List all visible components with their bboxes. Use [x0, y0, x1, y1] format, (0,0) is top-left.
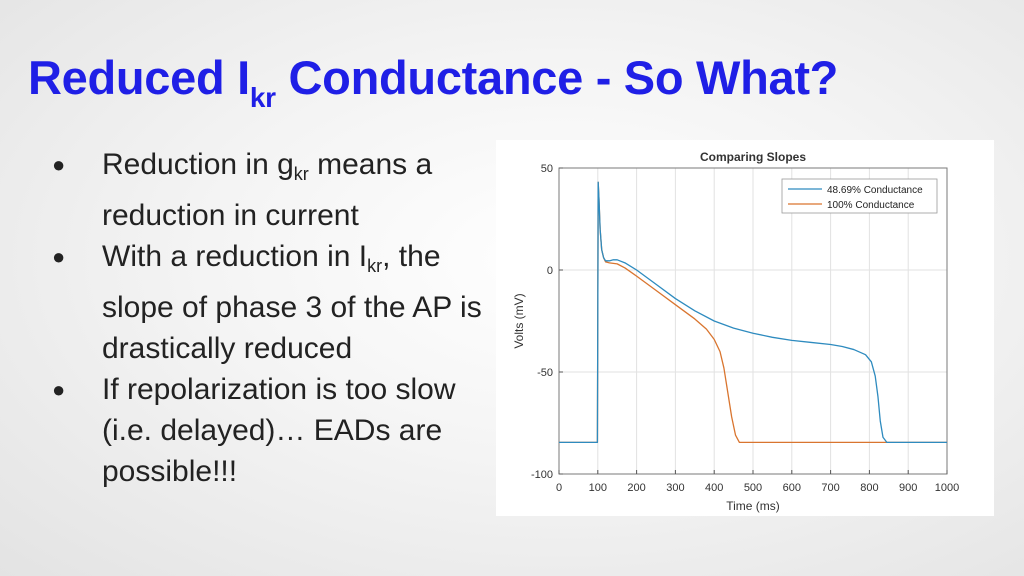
bullet-text: If repolarization is too slow (i.e. dela…	[102, 373, 456, 488]
chart-grid	[558, 167, 948, 475]
x-tick-label: 0	[556, 482, 562, 494]
x-tick-label: 300	[666, 482, 684, 494]
y-tick-label: 0	[547, 265, 553, 277]
legend: 48.69% Conductance 100% Conductance	[781, 178, 938, 214]
bullet-dot-icon: ●	[52, 377, 66, 402]
bullet-item: ● If repolarization is too slow (i.e. del…	[52, 369, 502, 492]
line-chart: 0 100 200 300 400 500 600 700 800 900 1000 -100 -50 0…	[512, 150, 959, 513]
y-axis-label: Volts (mV)	[512, 293, 526, 348]
slide-title: Reduced Ikr Conductance - So What?	[28, 50, 838, 114]
legend-box	[781, 178, 938, 214]
bullet-item: ● With a reduction in Ikr, the slope of p…	[52, 236, 502, 369]
axis-ticks: 0 100 200 300 400 500 600 700 800 900 1000 -100 -50 0…	[531, 163, 959, 494]
title-rest: Conductance - So What?	[275, 51, 839, 104]
bullet-dot-icon: ●	[52, 152, 66, 177]
chart-panel: 0 100 200 300 400 500 600 700 800 900 1000 -100 -50 0…	[496, 140, 994, 516]
x-axis-label: Time (ms)	[726, 499, 780, 513]
bullet-text-rest: means a reduction in current	[102, 148, 433, 232]
series-lines	[559, 181, 947, 444]
bullet-subscript: kr	[293, 164, 309, 184]
bullet-text-rest: , the slope of phase 3 of the AP is dras…	[102, 240, 482, 365]
y-tick-label: -100	[531, 469, 553, 481]
x-tick-label: 900	[899, 482, 917, 494]
x-tick-label: 500	[744, 482, 762, 494]
bullet-text: Reduction in g	[102, 148, 294, 181]
x-tick-label: 200	[627, 482, 645, 494]
x-tick-label: 100	[589, 482, 607, 494]
legend-label-100: 100% Conductance	[827, 200, 915, 211]
title-main: Reduced I	[28, 51, 250, 104]
title-subscript: kr	[249, 82, 276, 113]
chart-title: Comparing Slopes	[700, 150, 806, 164]
bullet-subscript: kr	[367, 256, 383, 276]
legend-label-48-69: 48.69% Conductance	[827, 185, 923, 196]
bullet-text: With a reduction in I	[102, 240, 368, 273]
x-tick-label: 600	[783, 482, 801, 494]
y-tick-label: 50	[541, 163, 553, 175]
bullet-item: ● Reduction in gkr means a reduction in c…	[52, 144, 502, 236]
x-tick-label: 800	[860, 482, 878, 494]
x-tick-label: 700	[821, 482, 839, 494]
bullet-list: ● Reduction in gkr means a reduction in c…	[52, 144, 502, 492]
bullet-dot-icon: ●	[52, 244, 66, 269]
x-tick-label: 400	[705, 482, 723, 494]
series-line-48-69-conductance	[559, 181, 947, 444]
y-tick-label: -50	[537, 367, 553, 379]
x-tick-label: 1000	[935, 482, 959, 494]
